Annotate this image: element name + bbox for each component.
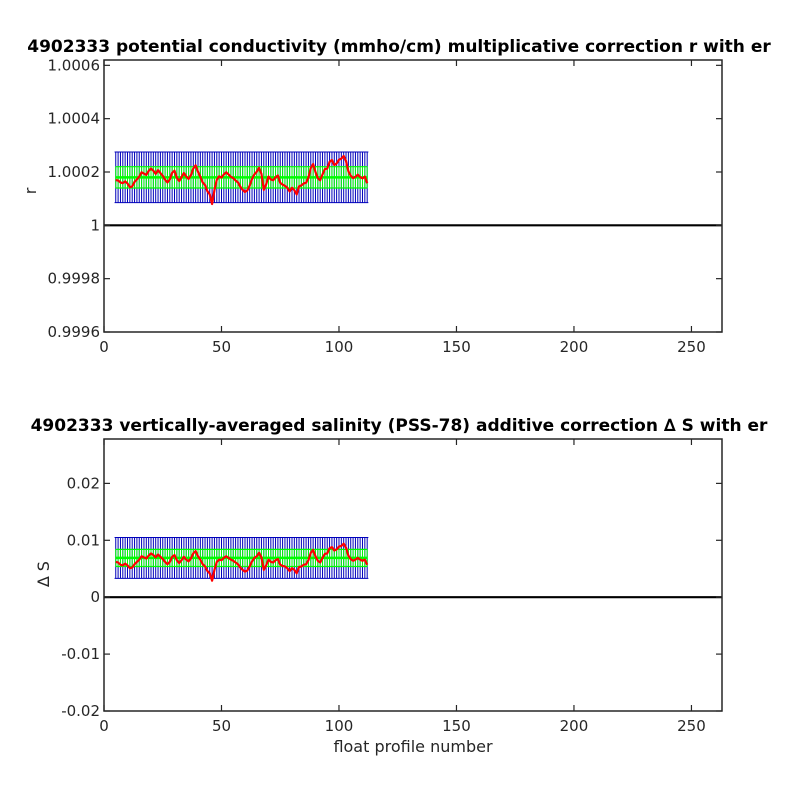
conductivity-correction-panel: 4902333 potential conductivity (mmho/cm)…: [21, 37, 771, 356]
y-axis-label: r: [21, 187, 40, 194]
y-tick-label: -0.02: [61, 702, 100, 720]
axes-frame: [103, 59, 723, 333]
x-tick-label: 50: [212, 717, 231, 735]
salinity-correction-panel: 4902333 vertically-averaged salinity (PS…: [31, 416, 768, 756]
axes-frame: [103, 438, 723, 712]
y-tick-label: 0.01: [67, 531, 100, 549]
x-tick-label: 150: [442, 338, 471, 356]
x-tick-label: 50: [212, 338, 231, 356]
x-tick-label: 100: [325, 338, 354, 356]
x-axis-label: float profile number: [333, 737, 493, 756]
chart-title: 4902333 potential conductivity (mmho/cm)…: [27, 37, 771, 57]
x-tick-label: 200: [560, 717, 589, 735]
y-tick-label: -0.01: [61, 645, 100, 663]
x-tick-label: 250: [677, 338, 706, 356]
y-axis-label: ∆ S: [34, 561, 53, 588]
x-tick-label: 200: [560, 338, 589, 356]
y-tick-label: 0: [90, 588, 100, 606]
correction-series-line: [115, 154, 369, 206]
y-tick-label: 0.02: [67, 474, 100, 492]
x-tick-label: 150: [442, 717, 471, 735]
y-tick-label: 1.0004: [48, 110, 101, 128]
x-tick-label: 100: [325, 717, 354, 735]
y-tick-label: 0.9998: [48, 270, 101, 288]
x-tick-label: 0: [99, 338, 109, 356]
y-tick-label: 1.0002: [48, 163, 101, 181]
chart-title: 4902333 vertically-averaged salinity (PS…: [31, 416, 768, 436]
y-tick-label: 1.0006: [48, 56, 101, 74]
y-tick-label: 0.9996: [48, 323, 101, 341]
x-tick-label: 0: [99, 717, 109, 735]
correction-series-line: [115, 542, 369, 582]
y-tick-label: 1: [90, 216, 100, 234]
x-tick-label: 250: [677, 717, 706, 735]
plot-area: 0 50 100 150 200 250 -0.02 -0.01 0 0.01 0.02: [61, 438, 723, 735]
plot-area: 0 50 100 150 200 250 0.9996 0.9998 1 1.0002 1.0004…: [48, 56, 723, 356]
